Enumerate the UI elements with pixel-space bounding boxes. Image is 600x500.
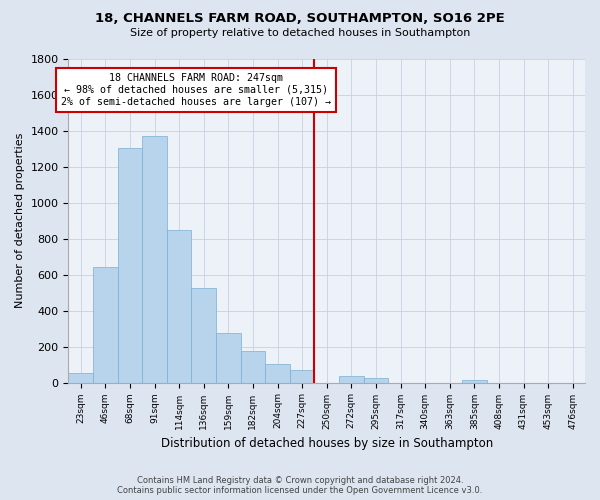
Text: 18, CHANNELS FARM ROAD, SOUTHAMPTON, SO16 2PE: 18, CHANNELS FARM ROAD, SOUTHAMPTON, SO1… [95,12,505,26]
Bar [241,351,265,382]
Bar [142,136,167,382]
Bar [118,148,142,382]
Bar [265,364,290,382]
Text: Contains HM Land Registry data © Crown copyright and database right 2024.
Contai: Contains HM Land Registry data © Crown c… [118,476,482,495]
Bar [93,266,118,382]
Bar [216,333,241,382]
Bar [167,230,191,382]
Bar [290,370,314,382]
Bar [462,380,487,382]
X-axis label: Distribution of detached houses by size in Southampton: Distribution of detached houses by size … [161,437,493,450]
Text: Size of property relative to detached houses in Southampton: Size of property relative to detached ho… [130,28,470,38]
Y-axis label: Number of detached properties: Number of detached properties [15,133,25,308]
Text: 18 CHANNELS FARM ROAD: 247sqm
← 98% of detached houses are smaller (5,315)
2% of: 18 CHANNELS FARM ROAD: 247sqm ← 98% of d… [61,74,331,106]
Bar [191,288,216,382]
Bar [364,378,388,382]
Bar [68,372,93,382]
Bar [339,376,364,382]
